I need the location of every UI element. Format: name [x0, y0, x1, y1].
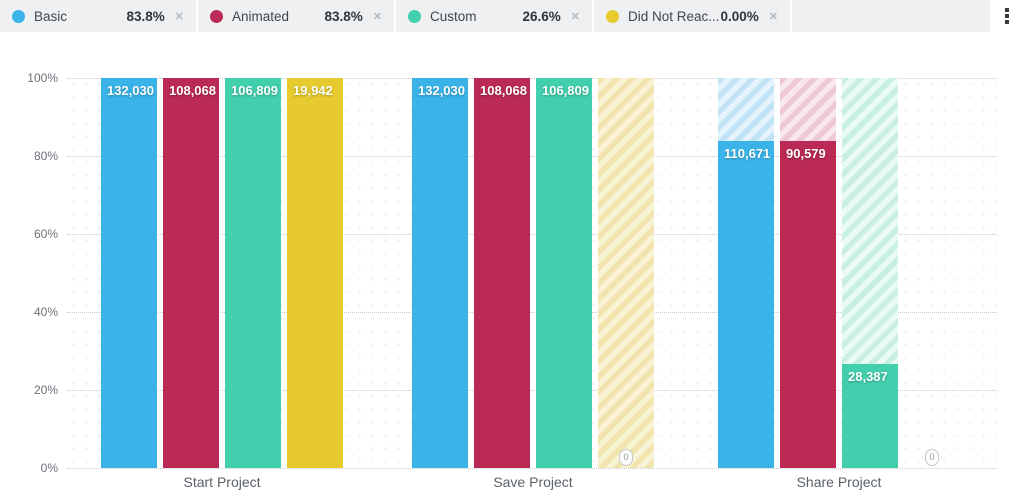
close-icon[interactable]: ✕: [372, 10, 382, 23]
x-axis-category-label: Save Project: [493, 474, 573, 490]
bar-value-label: 106,809: [542, 83, 589, 98]
bar-value-label: 19,942: [293, 83, 333, 98]
gridline: [67, 156, 997, 157]
gridline: [67, 78, 997, 79]
series-color-dot: [408, 9, 421, 23]
gridline: [67, 468, 997, 469]
bar-value-label: 108,068: [480, 83, 527, 98]
bar-animated[interactable]: 108,068: [163, 78, 219, 468]
bar-unconverted-hatch: [842, 78, 898, 365]
gridline: [67, 390, 997, 391]
legend-item-custom[interactable]: Custom 26.6% ✕: [396, 0, 592, 32]
y-axis-tick-label: 100%: [27, 71, 58, 85]
gridline: [67, 312, 997, 313]
bar-value-label: 132,030: [107, 83, 154, 98]
bar-animated[interactable]: 108,068: [474, 78, 530, 468]
bar-value-label: 106,809: [231, 83, 278, 98]
bar-basic[interactable]: 132,030: [412, 78, 468, 468]
close-icon[interactable]: ✕: [174, 10, 184, 23]
bar-value-label: 90,579: [786, 146, 826, 162]
legend-item-label: Animated: [232, 8, 290, 24]
series-color-dot: [606, 9, 619, 23]
bar-basic[interactable]: 110,671: [718, 141, 774, 468]
y-axis-tick-label: 60%: [33, 227, 58, 241]
legend-empty-cell: [792, 0, 990, 32]
bar-did-not-reac-[interactable]: 19,942: [287, 78, 343, 468]
x-axis-category-label: Start Project: [183, 474, 261, 490]
bar-animated[interactable]: 90,579: [780, 141, 836, 468]
bar-custom[interactable]: 28,387: [842, 364, 898, 468]
bar-basic[interactable]: 132,030: [101, 78, 157, 468]
zero-count-badge: 0: [925, 449, 939, 466]
y-axis-tick-label: 80%: [33, 149, 58, 163]
bar-custom[interactable]: 106,809: [225, 78, 281, 468]
x-axis-category-label: Share Project: [796, 474, 882, 490]
series-color-dot: [12, 9, 25, 23]
bar-value-label: 28,387: [848, 369, 888, 385]
legend-item-label: Custom: [430, 8, 477, 24]
legend-item-value: 83.8%: [324, 8, 363, 24]
bar-unconverted-hatch: [598, 78, 654, 468]
bar-unconverted-hatch: [718, 78, 774, 142]
bar-unconverted-hatch: [780, 78, 836, 142]
y-axis-tick-label: 0%: [40, 461, 58, 475]
legend-bar: Basic 83.8% ✕ Animated 83.8% ✕ Custom 26…: [0, 0, 1024, 32]
legend-menu-cell: [990, 0, 1024, 32]
legend-item-label: Did Not Reac...: [628, 8, 720, 24]
zero-count-badge: 0: [619, 449, 633, 466]
bar-value-label: 108,068: [169, 83, 216, 98]
gridline: [67, 234, 997, 235]
legend-item-did-not-reach[interactable]: Did Not Reac... 0.00% ✕: [594, 0, 790, 32]
legend-item-animated[interactable]: Animated 83.8% ✕: [198, 0, 394, 32]
kebab-menu-icon[interactable]: [1001, 4, 1013, 28]
bar-custom[interactable]: 106,809: [536, 78, 592, 468]
legend-item-label: Basic: [34, 8, 68, 24]
close-icon[interactable]: ✕: [768, 10, 778, 23]
legend-item-value: 0.00%: [720, 8, 759, 24]
y-axis-tick-label: 20%: [33, 383, 58, 397]
series-color-dot: [210, 9, 223, 23]
bar-value-label: 132,030: [418, 83, 465, 98]
close-icon[interactable]: ✕: [570, 10, 580, 23]
legend-item-value: 26.6%: [522, 8, 561, 24]
funnel-bar-chart: 100% 80% 60% 40% 20% 0% Start Project Save Proj…: [0, 60, 1024, 504]
y-axis-tick-label: 40%: [33, 305, 58, 319]
legend-item-value: 83.8%: [126, 8, 165, 24]
legend-item-basic[interactable]: Basic 83.8% ✕: [0, 0, 196, 32]
bar-value-label: 110,671: [724, 146, 771, 162]
